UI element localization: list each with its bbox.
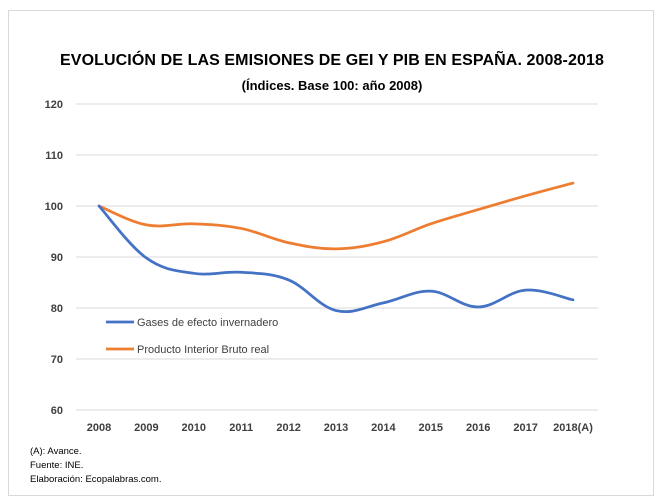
series-line-pib	[97, 181, 575, 251]
chart-frame	[8, 10, 654, 496]
x-tick-label-2009: 2009	[134, 422, 158, 434]
y-tick-label-110: 110	[45, 150, 63, 162]
note-source: Fuente: INE.	[30, 460, 84, 471]
x-tick-label-2015: 2015	[419, 422, 443, 434]
x-tick-label-2011: 2011	[229, 422, 253, 434]
note-advance: (A): Avance.	[30, 446, 82, 457]
series-line-gei	[97, 204, 575, 313]
y-tick-label-80: 80	[51, 303, 63, 315]
x-tick-label-2018(A): 2018(A)	[553, 422, 593, 434]
note-author: Elaboración: Ecopalabras.com.	[30, 474, 162, 485]
legend-label-gei: Gases de efecto invernadero	[137, 317, 278, 329]
y-tick-label-60: 60	[51, 405, 63, 417]
y-tick-label-100: 100	[45, 201, 63, 213]
legend-label-pib: Producto Interior Bruto real	[137, 344, 269, 356]
x-tick-label-2008: 2008	[87, 422, 111, 434]
x-tick-label-2016: 2016	[466, 422, 490, 434]
x-tick-label-2012: 2012	[276, 422, 300, 434]
x-tick-label-2013: 2013	[324, 422, 348, 434]
y-tick-label-120: 120	[45, 99, 63, 111]
y-tick-label-90: 90	[51, 252, 63, 264]
chart-title: EVOLUCIÓN DE LAS EMISIONES DE GEI Y PIB …	[60, 52, 604, 69]
chart-subtitle: (Índices. Base 100: año 2008)	[241, 78, 423, 93]
x-tick-label-2014: 2014	[371, 422, 396, 434]
chart-notes: (A): Avance. Fuente: INE. Elaboración: E…	[30, 445, 162, 487]
x-tick-label-2017: 2017	[513, 422, 537, 434]
y-tick-label-70: 70	[51, 354, 63, 366]
x-tick-label-2010: 2010	[182, 422, 206, 434]
